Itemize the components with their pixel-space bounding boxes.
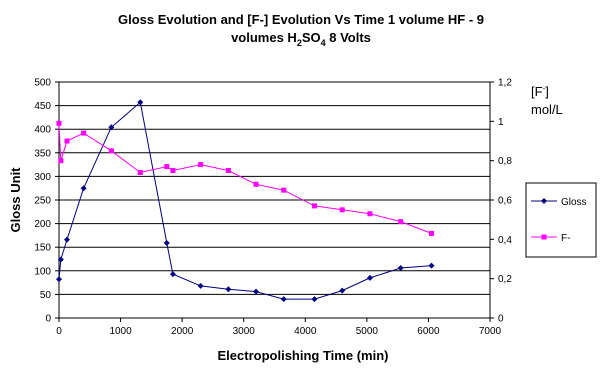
gloss-data-point (169, 271, 176, 278)
y2-axis-ticks: 0 0,2 0,4 0,6 0,8 1 1,2 (490, 78, 512, 325)
x-tick-label: 7000 (479, 326, 502, 337)
series-group (56, 99, 435, 303)
legend-gloss-label: Gloss (561, 197, 587, 208)
y-tick-label: 150 (34, 243, 51, 254)
y2-axis-title: [F-] mol/L (531, 84, 563, 117)
y-axis-ticks: 0 50 100 150 200 250 300 350 400 450 500 (34, 78, 59, 325)
f-data-point (339, 207, 345, 213)
y-tick-label: 350 (34, 148, 51, 159)
title-text-c: 8 Volts (326, 30, 371, 45)
gloss-data-point (428, 262, 435, 269)
gloss-series-line (58, 101, 432, 300)
gloss-data-point (280, 296, 287, 303)
legend-f-marker (541, 234, 547, 240)
gloss-data-point (197, 282, 204, 289)
y-tick-label: 500 (34, 78, 51, 89)
y-axis-title: Gloss Unit (8, 167, 23, 233)
f-data-point (137, 169, 143, 175)
x-axis-ticks: 0 1000 2000 3000 4000 5000 6000 7000 (56, 318, 502, 337)
f-data-point (429, 230, 435, 236)
y-tick-label: 0 (45, 314, 51, 325)
legend-f-label: F- (561, 233, 570, 244)
f-data-point (58, 158, 64, 164)
y2-title-open: [F (531, 84, 543, 99)
title-text-a: volumes H (231, 30, 297, 45)
y-tick-label: 250 (34, 196, 51, 207)
y2-axis-title-line2: mol/L (531, 102, 563, 117)
gloss-data-point (311, 296, 318, 303)
gloss-data-point (64, 236, 71, 243)
legend-gloss-marker (541, 198, 547, 204)
f-data-point (164, 164, 170, 170)
x-tick-label: 4000 (294, 326, 317, 337)
x-tick-label: 3000 (233, 326, 256, 337)
f-data-point (281, 187, 287, 193)
x-tick-label: 6000 (417, 326, 440, 337)
f-data-point (64, 138, 70, 144)
title-text-b: SO (302, 30, 321, 45)
f-data-point (81, 130, 87, 136)
gridlines (59, 81, 490, 295)
gloss-data-point (80, 185, 87, 192)
gloss-data-point (225, 286, 232, 293)
gloss-data-point (253, 288, 260, 295)
gloss-data-point (339, 287, 346, 294)
y-tick-label: 300 (34, 172, 51, 183)
y2-title-superscript: - (543, 84, 546, 93)
chart-title: Gloss Evolution and [F-] Evolution Vs Ti… (118, 12, 484, 48)
y2-tick-label: 0,8 (498, 156, 512, 167)
gloss-data-point (137, 99, 144, 106)
y-tick-label: 100 (34, 266, 51, 277)
gloss-data-point (108, 124, 115, 131)
y2-tick-label: 1,2 (498, 78, 512, 89)
y-tick-label: 450 (34, 101, 51, 112)
y2-tick-label: 1 (498, 117, 504, 128)
gloss-data-point (57, 256, 64, 263)
y-tick-label: 200 (34, 219, 51, 230)
gloss-data-point (366, 274, 373, 281)
title-subscript-a: 2 (297, 38, 302, 48)
y2-title-close: ] (545, 84, 549, 99)
f-data-point (367, 211, 373, 217)
y-tick-label: 400 (34, 125, 51, 136)
x-tick-label: 2000 (171, 326, 194, 337)
gloss-data-point (163, 239, 170, 246)
x-tick-label: 1000 (109, 326, 132, 337)
y2-tick-label: 0,6 (498, 196, 512, 207)
f-data-point (398, 219, 404, 225)
f-data-point (170, 168, 176, 173)
x-tick-label: 5000 (356, 326, 379, 337)
x-tick-label: 0 (56, 326, 62, 337)
x-axis-title: Electropolishing Time (min) (218, 348, 389, 363)
y2-tick-label: 0 (498, 314, 504, 325)
y2-tick-label: 0,4 (498, 235, 512, 246)
f-data-point (312, 203, 318, 209)
f-data-point (225, 168, 231, 173)
legend-box (525, 182, 597, 258)
y2-axis-title-line1: [F-] (531, 84, 549, 99)
f-data-point (108, 148, 114, 154)
title-subscript-b: 4 (321, 38, 326, 48)
chart-title-line2: volumes H2SO4 8 Volts (231, 30, 371, 48)
legend: Gloss F- (525, 182, 597, 258)
y2-tick-label: 0,2 (498, 274, 512, 285)
f-series-line (58, 123, 432, 234)
chart-title-line1: Gloss Evolution and [F-] Evolution Vs Ti… (118, 12, 484, 27)
gloss-data-point (397, 264, 404, 271)
f-data-point (198, 162, 204, 168)
f-data-point (56, 120, 62, 126)
y-tick-label: 50 (40, 290, 52, 301)
gloss-data-point (56, 276, 62, 283)
f-data-point (253, 181, 259, 187)
